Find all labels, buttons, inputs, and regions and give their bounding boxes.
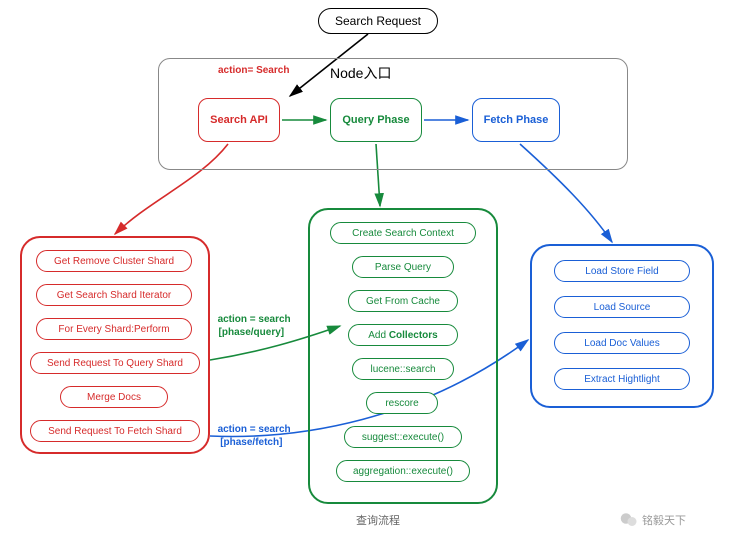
- red-item-2: For Every Shard:Perform: [36, 318, 192, 340]
- green-item-4: lucene::search: [352, 358, 454, 380]
- red-item-0: Get Remove Cluster Shard: [36, 250, 192, 272]
- red-item-4: Merge Docs: [60, 386, 168, 408]
- query-phase-box: Query Phase: [330, 98, 422, 142]
- node-entry-label: Node入口: [330, 64, 391, 82]
- green-item-1: Parse Query: [352, 256, 454, 278]
- red-item-5: Send Request To Fetch Shard: [30, 420, 200, 442]
- caption: 查询流程: [356, 512, 400, 528]
- red-item-1: Get Search Shard Iterator: [36, 284, 192, 306]
- red-item-3: Send Request To Query Shard: [30, 352, 200, 374]
- green-item-7: aggregation::execute(): [336, 460, 470, 482]
- search-api-box: Search API: [198, 98, 280, 142]
- action-fetch-label: action = search [phase/fetch]: [212, 410, 291, 449]
- blue-item-0: Load Store Field: [554, 260, 690, 282]
- search-request-node: Search Request: [318, 8, 438, 34]
- green-item-2: Get From Cache: [348, 290, 458, 312]
- action-query-label: action = search [phase/query]: [212, 300, 291, 339]
- green-item-5: rescore: [366, 392, 438, 414]
- green-item-3: Add Collectors: [348, 324, 458, 346]
- blue-item-2: Load Doc Values: [554, 332, 690, 354]
- green-item-0: Create Search Context: [330, 222, 476, 244]
- green-item-6: suggest::execute(): [344, 426, 462, 448]
- blue-item-3: Extract Hightlight: [554, 368, 690, 390]
- search-request-label: Search Request: [335, 14, 421, 28]
- wechat-icon: [620, 512, 638, 528]
- fetch-phase-box: Fetch Phase: [472, 98, 560, 142]
- action-search-label: action= Search: [218, 64, 289, 77]
- footer-watermark: 铭毅天下: [620, 512, 686, 528]
- blue-item-1: Load Source: [554, 296, 690, 318]
- add-collectors-text: Add Collectors: [368, 330, 437, 341]
